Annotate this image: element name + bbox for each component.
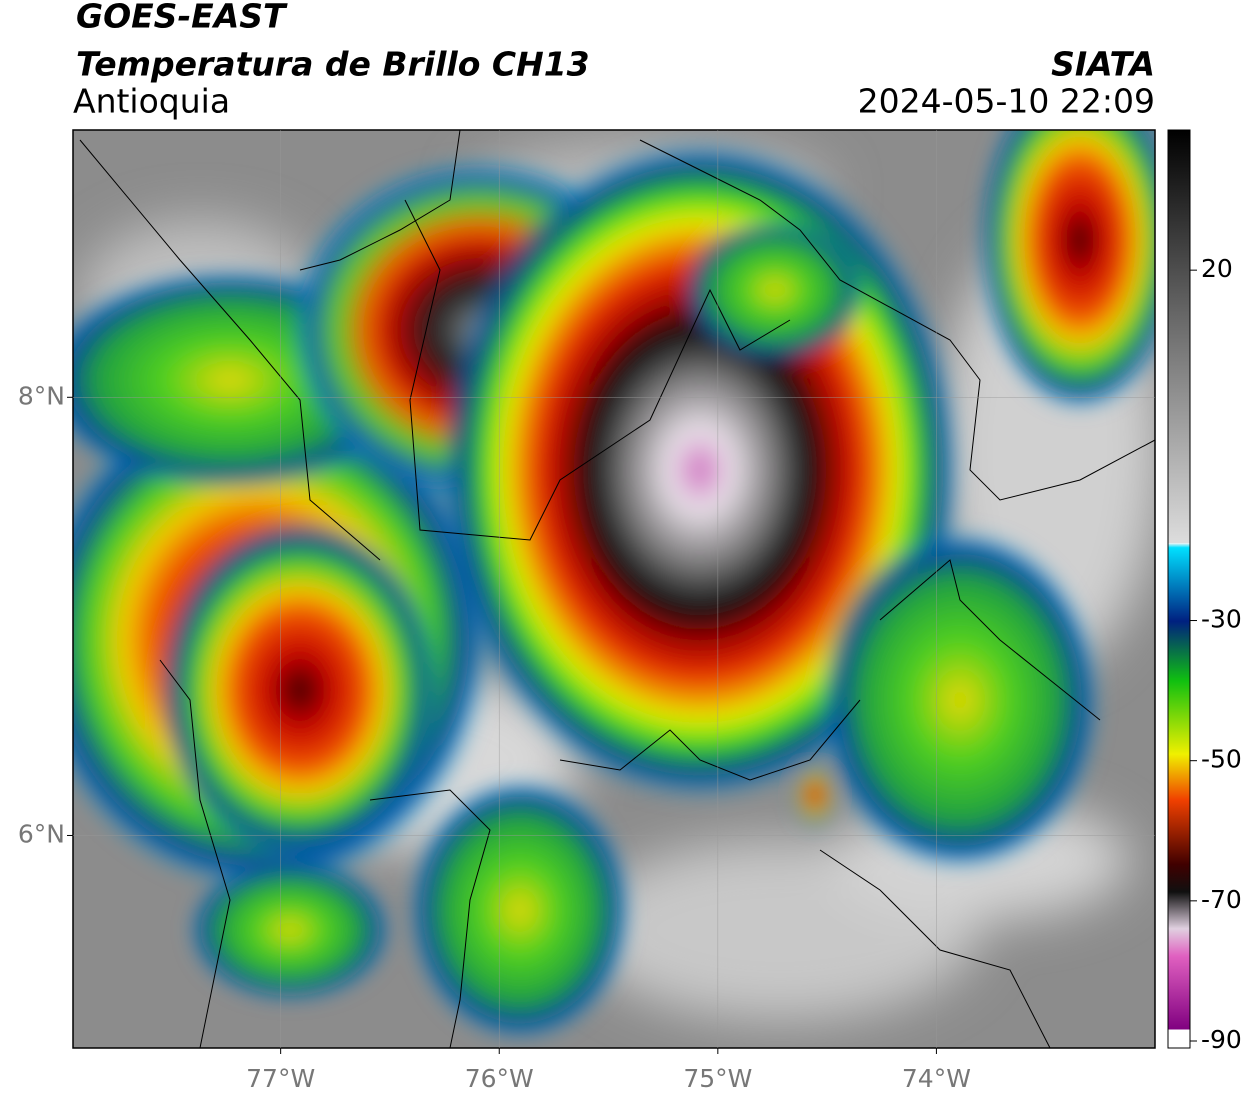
x-tick-label: 74°W — [902, 1064, 971, 1093]
x-tick-label: 75°W — [683, 1064, 752, 1093]
y-tick-label: 6°N — [18, 819, 65, 848]
title: GOES-EAST — [76, 0, 288, 36]
colorbar — [1167, 129, 1191, 1049]
colorbar-tick-label: 20 — [1201, 254, 1233, 283]
product: Temperatura de Brillo CH13 — [76, 45, 590, 84]
colorbar-tick-label: -70 — [1201, 885, 1242, 914]
y-tick-label: 8°N — [18, 381, 65, 410]
satellite-image — [73, 130, 1155, 1048]
source: SIATA — [1051, 45, 1155, 84]
colorbar-tick-label: -90 — [1201, 1025, 1242, 1054]
datetime: 2024-05-10 22:09 — [858, 82, 1155, 121]
region: Antioquia — [73, 82, 230, 121]
colorbar-tick-label: -50 — [1201, 745, 1242, 774]
x-tick-label: 77°W — [246, 1064, 315, 1093]
map-frame — [72, 129, 1156, 1049]
x-tick-label: 76°W — [465, 1064, 534, 1093]
colorbar-tick-label: -30 — [1201, 605, 1242, 634]
